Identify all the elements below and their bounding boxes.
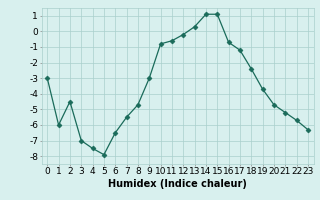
X-axis label: Humidex (Indice chaleur): Humidex (Indice chaleur) bbox=[108, 179, 247, 189]
